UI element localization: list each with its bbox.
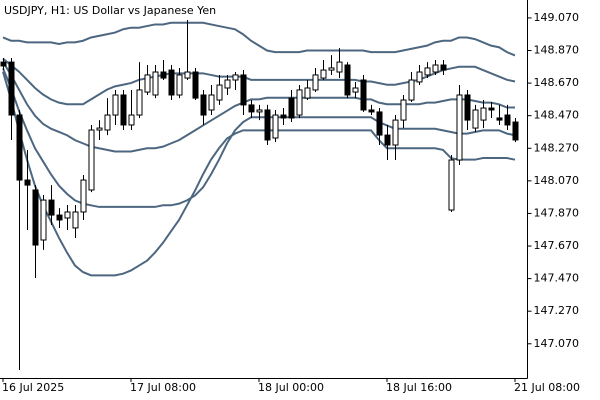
y-tick-label: 148.870 <box>534 44 580 57</box>
candle-body <box>480 107 487 121</box>
candle-body <box>496 117 503 121</box>
candle-body <box>456 94 463 161</box>
candle-body <box>224 79 231 89</box>
candle-body <box>392 119 399 146</box>
candle-body <box>192 71 199 99</box>
candle-body <box>400 99 407 121</box>
candle-body <box>88 129 95 191</box>
candle-body <box>144 74 151 93</box>
candle-body <box>320 69 327 79</box>
y-tick-label: 147.270 <box>534 304 580 317</box>
candle-body <box>264 109 271 141</box>
candle-body <box>288 97 295 119</box>
y-tick-label: 148.270 <box>534 141 580 154</box>
y-tick-label: 147.070 <box>534 337 580 350</box>
candle-body <box>168 69 175 96</box>
band-line <box>2 21 516 57</box>
candle-body <box>48 199 55 216</box>
candle-body <box>464 94 471 121</box>
candle-body <box>200 94 207 116</box>
candle-body <box>216 84 223 101</box>
candle-body <box>336 61 343 73</box>
candle-body <box>256 109 263 113</box>
candle-body <box>448 159 455 211</box>
band-line <box>2 57 516 106</box>
y-tick-label: 147.470 <box>534 272 580 285</box>
candle-body <box>40 199 47 241</box>
candle-body <box>408 79 415 101</box>
x-tick-label: 21 Jul 08:00 <box>514 381 580 394</box>
candle-body <box>232 74 239 81</box>
y-tick-label: 148.670 <box>534 76 580 89</box>
candle-body <box>16 114 23 181</box>
candle-body <box>416 71 423 83</box>
candle-body <box>176 74 183 96</box>
candle-body <box>8 61 15 116</box>
y-tick-label: 147.670 <box>534 239 580 252</box>
candle-body <box>440 64 447 71</box>
candle-body <box>432 64 439 73</box>
band-line <box>2 71 516 277</box>
y-tick-label: 147.870 <box>534 206 580 219</box>
candle-body <box>24 179 31 186</box>
candle-body <box>368 109 375 113</box>
candle-body <box>488 107 495 111</box>
candle-body <box>96 127 103 131</box>
candle-body <box>248 104 255 113</box>
candle-body <box>136 89 143 116</box>
candle-body <box>104 114 111 131</box>
candle-body <box>80 179 87 213</box>
candle-body <box>56 214 63 221</box>
candle-body <box>120 94 127 126</box>
candle-body <box>328 67 335 71</box>
candle-body <box>112 94 119 116</box>
candle-body <box>272 114 279 139</box>
candle-body <box>344 64 351 96</box>
y-tick-label: 148.470 <box>534 109 580 122</box>
x-tick-label: 17 Jul 08:00 <box>130 381 196 394</box>
candle-body <box>64 211 71 219</box>
candle-body <box>384 134 391 146</box>
chart-title: USDJPY, H1: US Dollar vs Japanese Yen <box>4 4 216 17</box>
candle-body <box>128 114 135 126</box>
candle-body <box>152 71 159 96</box>
candle-body <box>512 121 519 141</box>
candle-body <box>296 89 303 116</box>
candle-body <box>184 71 191 79</box>
candle-body <box>0 61 7 67</box>
y-tick-label: 149.070 <box>534 11 580 24</box>
candle-body <box>424 67 431 76</box>
x-tick-label: 18 Jul 16:00 <box>386 381 452 394</box>
candle-body <box>312 74 319 91</box>
candle-body <box>360 79 367 111</box>
candle-body <box>72 211 79 229</box>
candle-body <box>504 114 511 126</box>
y-tick-label: 148.070 <box>534 174 580 187</box>
candle-body <box>352 87 359 93</box>
candle-body <box>32 189 39 246</box>
band-line <box>2 61 515 153</box>
x-tick-label: 18 Jul 00:00 <box>258 381 324 394</box>
candle-body <box>376 111 383 136</box>
candle-body <box>240 74 247 106</box>
candle-body <box>280 114 287 119</box>
candle-body <box>472 109 479 129</box>
x-tick-label: 16 Jul 2025 <box>2 381 64 394</box>
candle-body <box>160 71 167 79</box>
candle-body <box>304 87 311 99</box>
candle-body <box>208 94 215 111</box>
